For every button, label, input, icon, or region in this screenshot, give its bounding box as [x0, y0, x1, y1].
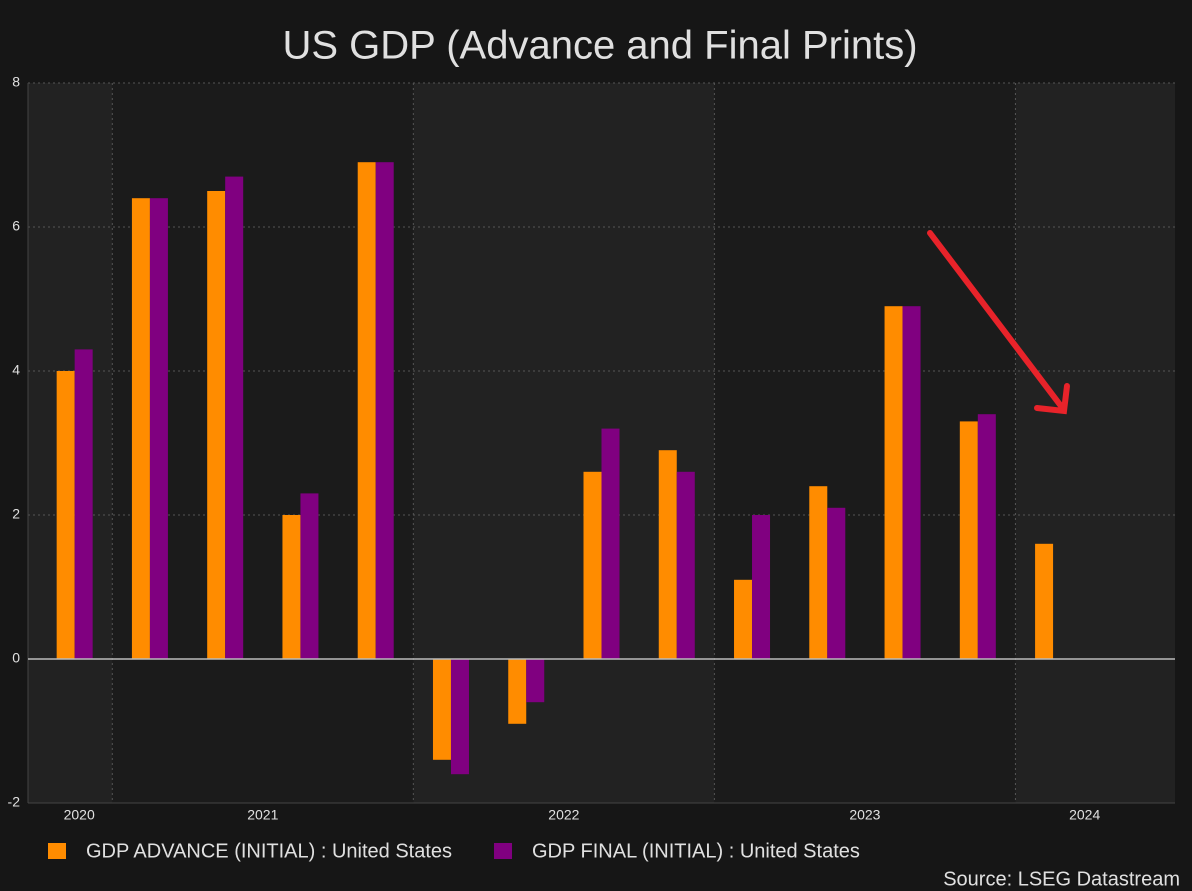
- legend-swatch: [48, 843, 66, 859]
- plot-area: -2 0 2 4 6 8 2020 2021 2022 2023 2024: [8, 74, 1175, 823]
- x-tick-label: 2023: [849, 807, 880, 823]
- bar: [658, 450, 677, 659]
- legend-swatch: [494, 843, 512, 859]
- bar: [357, 162, 376, 659]
- y-tick-label: 8: [12, 74, 20, 90]
- bar: [74, 349, 93, 659]
- annotation-arrow: [927, 230, 1070, 415]
- bar: [225, 176, 244, 659]
- bar: [902, 306, 921, 659]
- source-note: Source: LSEG Datastream: [943, 868, 1180, 890]
- bar: [676, 471, 695, 659]
- bar: [149, 198, 168, 659]
- legend-label: GDP FINAL (INITIAL) : United States: [532, 840, 860, 862]
- x-tick-label: 2024: [1069, 807, 1100, 823]
- bar: [131, 198, 150, 659]
- bar: [56, 371, 75, 659]
- y-tick-label: 6: [12, 218, 20, 234]
- y-tick-label: 2: [12, 506, 20, 522]
- bar: [752, 515, 771, 659]
- bar: [207, 191, 226, 659]
- y-tick-label: -2: [8, 794, 21, 810]
- bar: [809, 486, 828, 659]
- bar: [884, 306, 903, 659]
- bar: [508, 659, 527, 724]
- chart-title: US GDP (Advance and Final Prints): [282, 24, 917, 68]
- bar: [977, 414, 996, 659]
- legend-label: GDP ADVANCE (INITIAL) : United States: [86, 840, 452, 862]
- bar: [601, 428, 620, 659]
- bar: [583, 471, 602, 659]
- x-tick-label: 2022: [548, 807, 579, 823]
- bar: [827, 507, 846, 659]
- year-band: [1015, 83, 1175, 803]
- bar: [282, 515, 301, 659]
- y-tick-label: 4: [12, 362, 20, 378]
- bar: [1035, 543, 1054, 659]
- bar: [959, 421, 978, 659]
- bar: [526, 659, 545, 703]
- bar: [375, 162, 394, 659]
- x-tick-label: 2021: [247, 807, 278, 823]
- bar: [300, 493, 319, 659]
- bar: [432, 659, 451, 760]
- bar: [734, 579, 753, 659]
- x-tick-label: 2020: [64, 807, 95, 823]
- y-tick-label: 0: [12, 650, 20, 666]
- bar: [450, 659, 469, 775]
